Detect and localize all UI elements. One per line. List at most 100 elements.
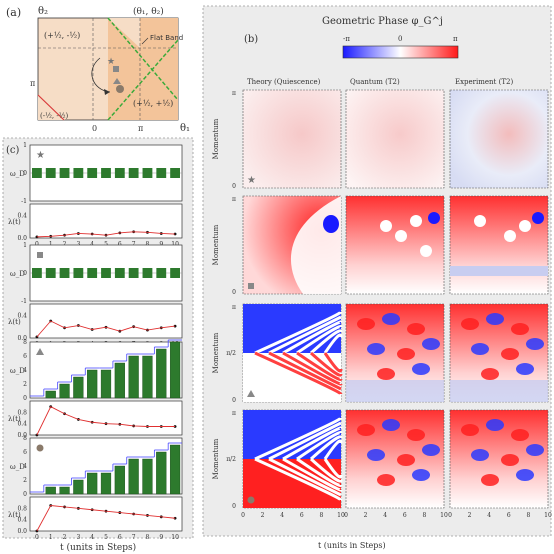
heatmap-fan bbox=[282, 426, 343, 461]
quadrant-label-tl: (+½, -½) bbox=[44, 31, 80, 40]
omega-bar bbox=[114, 362, 125, 399]
heatmap-blob bbox=[471, 449, 489, 461]
heatmap-blob bbox=[526, 444, 544, 456]
x-tick: 6 bbox=[403, 512, 407, 519]
lambda-y-tick: 0.4 bbox=[17, 517, 27, 524]
phase-region-right bbox=[108, 18, 178, 120]
heatmap-band bbox=[346, 380, 444, 402]
row-y-tick: π bbox=[232, 304, 236, 311]
circle-marker bbox=[36, 444, 44, 452]
heatmap-blob bbox=[461, 424, 479, 436]
x-tick: 8 bbox=[422, 512, 426, 519]
x-tick: 3 bbox=[76, 534, 80, 541]
momentum-label: Momentum bbox=[212, 332, 220, 373]
colorbar-tick-mid: 0 bbox=[398, 35, 402, 43]
heatmap-fan bbox=[296, 351, 343, 381]
circle-marker bbox=[247, 496, 255, 504]
heatmap-blob bbox=[410, 215, 422, 227]
omega-y-tick: 8 bbox=[23, 435, 27, 442]
heatmap-blob bbox=[377, 474, 395, 486]
x-tick: 1 bbox=[49, 534, 53, 541]
circle-marker bbox=[116, 85, 124, 93]
x-tick: 0 bbox=[448, 512, 452, 519]
x-tick: 8 bbox=[526, 512, 530, 519]
heatmap-fan bbox=[323, 458, 343, 479]
heatmap-blob bbox=[428, 212, 440, 224]
panel-c-label: (c) bbox=[6, 145, 20, 156]
column-title-theory: Theory (Quiescence) bbox=[247, 78, 321, 86]
heatmap-fan bbox=[268, 457, 342, 497]
heatmap-blob bbox=[481, 474, 499, 486]
omega-bar bbox=[45, 168, 56, 178]
omega-y-label: ω_D bbox=[10, 367, 25, 375]
heatmap-fan bbox=[268, 421, 342, 461]
column-title-experiment: Experiment (T2) bbox=[455, 78, 513, 86]
omega-y-label: ω_D bbox=[10, 270, 25, 278]
x-tick: 2 bbox=[364, 512, 368, 519]
omega-y-tick: -1 bbox=[21, 198, 27, 205]
lambda-y-tick: 0.0 bbox=[17, 235, 27, 242]
heatmap-blob bbox=[516, 469, 534, 481]
x-tick: 2 bbox=[261, 512, 265, 519]
omega-y-label: ω_D bbox=[10, 170, 25, 178]
heatmap-blob bbox=[486, 313, 504, 325]
panel-c-x-label: t (units in Steps) bbox=[60, 542, 136, 553]
x-tick: 0 bbox=[344, 512, 348, 519]
heatmap-blob bbox=[486, 419, 504, 431]
heatmap-fan bbox=[282, 351, 343, 386]
lambda-y-tick: 0.8 bbox=[17, 505, 27, 512]
x-tick: 7 bbox=[132, 534, 136, 541]
heatmap-cell bbox=[345, 89, 445, 189]
omega-bar bbox=[114, 168, 125, 178]
omega-bar bbox=[100, 472, 112, 495]
row-y-tick: 0 bbox=[232, 183, 236, 190]
omega-bar bbox=[32, 268, 42, 278]
row-y-tick: π bbox=[232, 90, 236, 97]
lambda-y-tick: 0.0 bbox=[17, 335, 27, 342]
x-tick: 10 bbox=[544, 512, 552, 519]
omega-y-tick: 4 bbox=[23, 367, 27, 374]
omega-y-tick: 0 bbox=[23, 170, 27, 177]
x-tick: 4 bbox=[280, 512, 284, 519]
lambda-plot-frame bbox=[29, 303, 183, 339]
heatmap-blob bbox=[397, 454, 415, 466]
heatmap-blob bbox=[407, 429, 425, 441]
axis-y-label: θ₂ bbox=[38, 6, 48, 17]
momentum-label: Momentum bbox=[212, 118, 220, 159]
lambda-point bbox=[173, 232, 177, 236]
heatmap-fan bbox=[309, 351, 343, 377]
quadrant-label-br: (+½, +½) bbox=[133, 99, 173, 108]
omega-bar bbox=[156, 451, 167, 495]
lambda-plot-frame bbox=[29, 496, 183, 532]
x-tick: 2 bbox=[468, 512, 472, 519]
heatmap-cell bbox=[242, 89, 342, 189]
omega-bar bbox=[142, 458, 153, 495]
lambda-y-label: λ(t) bbox=[8, 318, 21, 326]
x-tick: 4 bbox=[90, 241, 94, 248]
omega-bar bbox=[73, 268, 84, 278]
heatmap-blob bbox=[526, 338, 544, 350]
row-y-tick: π/2 bbox=[226, 456, 236, 463]
lambda-plot-frame bbox=[29, 400, 183, 436]
square-marker bbox=[37, 252, 43, 258]
heatmap-fan bbox=[323, 333, 343, 354]
heatmap-fan bbox=[254, 310, 343, 355]
row-y-tick: π/2 bbox=[226, 350, 236, 357]
heatmap-fan bbox=[309, 329, 343, 355]
heatmap-fan bbox=[282, 320, 343, 355]
tick-x-pi: π bbox=[138, 124, 143, 133]
heatmap-fan bbox=[254, 416, 343, 461]
omega-bar bbox=[128, 458, 139, 495]
heatmap-fan bbox=[323, 352, 343, 373]
heatmap-blob bbox=[395, 230, 407, 242]
column-title-quantum: Quantum (T2) bbox=[350, 78, 400, 86]
omega-bar bbox=[142, 168, 153, 178]
heatmap-fan bbox=[296, 431, 343, 461]
triangle-marker bbox=[247, 390, 255, 397]
panel-b: (b) Geometric Phase φ_G^j -π 0 π Theory … bbox=[202, 5, 552, 550]
square-marker bbox=[113, 66, 119, 72]
omega-bar bbox=[32, 168, 42, 178]
boundary-line-3 bbox=[37, 94, 65, 121]
omega-bar bbox=[101, 168, 111, 178]
